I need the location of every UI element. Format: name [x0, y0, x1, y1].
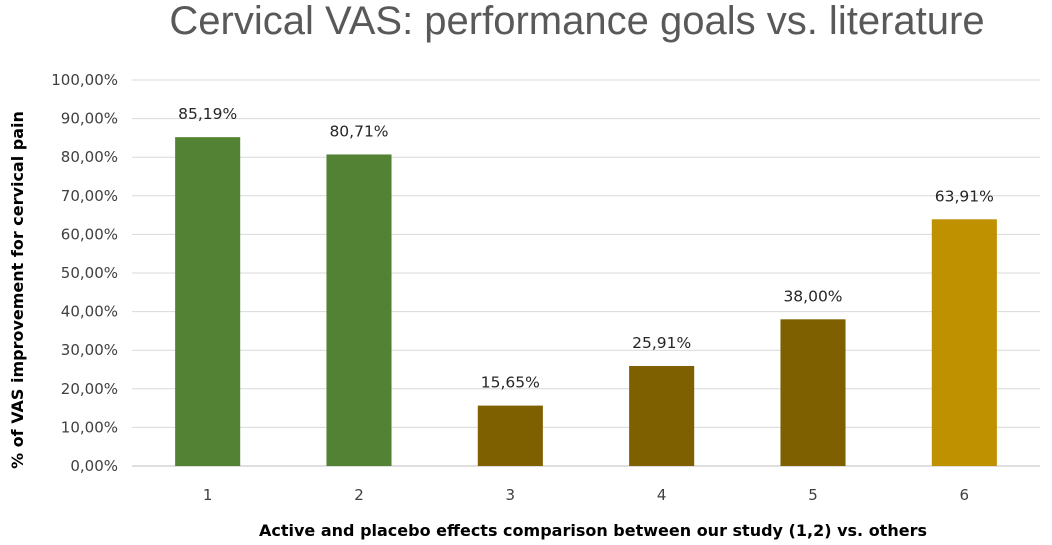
y-tick-label: 0,00% — [70, 457, 118, 475]
x-tick-label-6: 6 — [960, 486, 970, 504]
bar-5 — [780, 319, 846, 466]
data-labels: 85,19% 80,71% 15,65% 25,91% 38,00% 63,91% — [178, 105, 994, 391]
y-tick-label: 70,00% — [61, 187, 118, 205]
y-tick-label: 80,00% — [61, 148, 118, 166]
chart-title: Cervical VAS: performance goals vs. lite… — [169, 0, 984, 43]
bar-6 — [931, 219, 997, 466]
x-tick-label-4: 4 — [657, 486, 667, 504]
x-tick-label-1: 1 — [203, 486, 213, 504]
y-tick-label: 100,00% — [51, 71, 118, 89]
y-tick-label: 50,00% — [61, 264, 118, 282]
x-axis-title: Active and placebo effects comparison be… — [259, 521, 927, 540]
data-label-1: 85,19% — [178, 105, 237, 123]
bar-3 — [477, 405, 543, 466]
x-tick-label-3: 3 — [506, 486, 516, 504]
x-tick-label-2: 2 — [354, 486, 364, 504]
y-tick-label: 20,00% — [61, 380, 118, 398]
bar-2 — [326, 154, 392, 466]
gridlines — [132, 79, 1040, 467]
bar-1 — [175, 137, 241, 466]
bar-4 — [629, 365, 695, 466]
y-tick-label: 10,00% — [61, 418, 118, 436]
data-label-3: 15,65% — [481, 374, 540, 392]
y-axis-title: % of VAS improvement for cervical pain — [8, 111, 27, 469]
data-label-6: 63,91% — [935, 187, 994, 205]
y-tick-label: 90,00% — [61, 110, 118, 128]
y-axis-ticks: 0,00% 10,00% 20,00% 30,00% 40,00% 50,00% 60,00… — [51, 71, 118, 475]
data-label-2: 80,71% — [329, 122, 388, 140]
bars — [175, 137, 997, 466]
x-tick-label-5: 5 — [808, 486, 818, 504]
data-label-5: 38,00% — [783, 287, 842, 305]
y-tick-label: 60,00% — [61, 225, 118, 243]
y-tick-label: 30,00% — [61, 341, 118, 359]
y-tick-label: 40,00% — [61, 303, 118, 321]
data-label-4: 25,91% — [632, 334, 691, 352]
x-axis-ticks: 1 2 3 4 5 6 — [203, 486, 969, 504]
